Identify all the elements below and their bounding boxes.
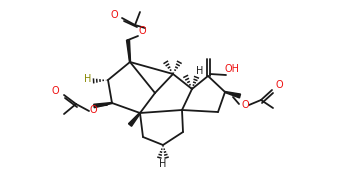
- Polygon shape: [225, 92, 241, 98]
- Text: O: O: [138, 26, 146, 36]
- Polygon shape: [129, 113, 140, 126]
- Text: H: H: [159, 159, 167, 169]
- Text: O: O: [241, 100, 249, 110]
- Text: O: O: [110, 10, 118, 20]
- Text: O: O: [89, 105, 97, 115]
- Text: O: O: [51, 86, 59, 96]
- Text: O: O: [275, 80, 283, 90]
- Text: OH: OH: [224, 64, 240, 74]
- Polygon shape: [127, 40, 130, 62]
- Polygon shape: [94, 102, 112, 108]
- Text: H: H: [196, 66, 204, 76]
- Text: H: H: [84, 74, 92, 84]
